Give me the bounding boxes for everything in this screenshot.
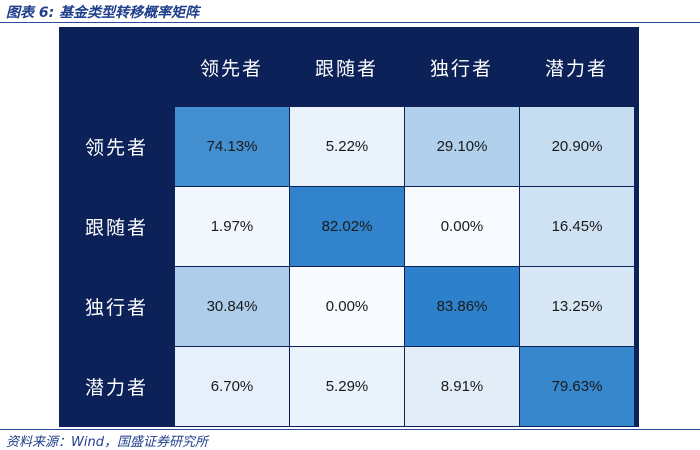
matrix-cell: 83.86% <box>405 267 519 346</box>
matrix-cell: 74.13% <box>175 107 289 186</box>
matrix-cell: 5.29% <box>290 347 404 426</box>
matrix-cell: 0.00% <box>405 187 519 266</box>
matrix-cell: 8.91% <box>405 347 519 426</box>
matrix-cell: 79.63% <box>520 347 634 426</box>
matrix-cell: 20.90% <box>520 107 634 186</box>
source-note: 资料来源：Wind，国盛证券研究所 <box>6 435 208 450</box>
matrix-cell: 16.45% <box>520 187 634 266</box>
matrix-cell: 29.10% <box>405 107 519 186</box>
title-divider <box>0 22 700 23</box>
matrix-cell: 13.25% <box>520 267 634 346</box>
matrix-cell: 0.00% <box>290 267 404 346</box>
matrix-cell: 82.02% <box>290 187 404 266</box>
matrix-cell: 1.97% <box>175 187 289 266</box>
figure-title: 图表 6: 基金类型转移概率矩阵 <box>6 5 200 21</box>
row-header: 独行者 <box>84 297 148 319</box>
matrix-cell: 5.22% <box>290 107 404 186</box>
matrix-cell: 30.84% <box>175 267 289 346</box>
column-header: 独行者 <box>429 57 493 80</box>
column-header: 跟随者 <box>314 57 378 80</box>
row-header: 潜力者 <box>84 377 148 399</box>
source-divider <box>0 429 700 430</box>
matrix-cell: 6.70% <box>175 347 289 426</box>
row-header: 跟随者 <box>84 217 148 239</box>
column-header: 潜力者 <box>544 57 608 80</box>
column-header: 领先者 <box>199 57 263 80</box>
row-header: 领先者 <box>84 137 148 159</box>
